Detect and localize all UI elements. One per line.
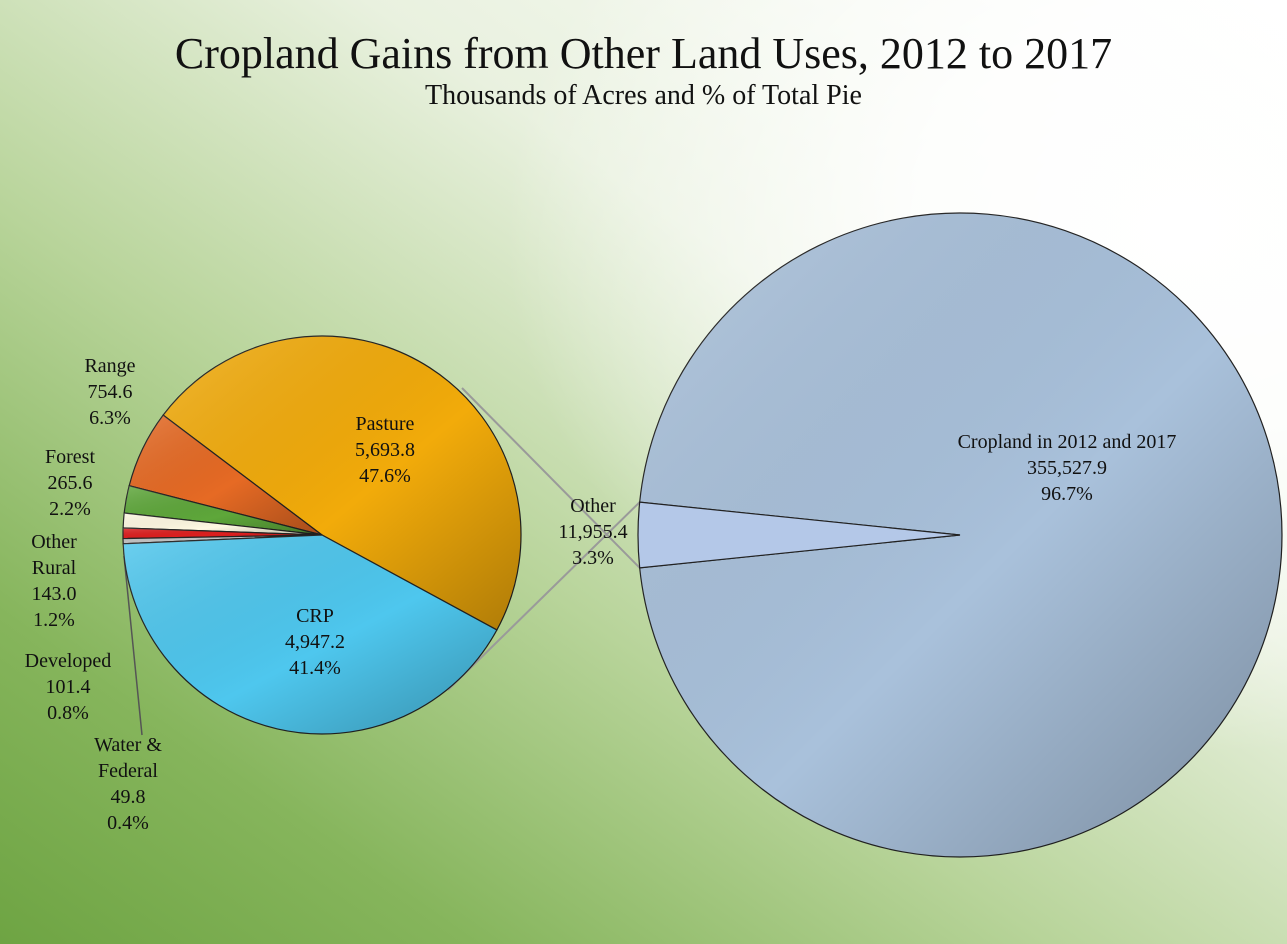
label-percent: 0.8% [47, 702, 89, 724]
connector-line-top [461, 387, 641, 569]
label-percent: 47.6% [359, 465, 411, 487]
slice-cropland-shade [639, 213, 1282, 858]
label-value: 5,693.8 [355, 439, 415, 461]
label-line: Federal [98, 760, 158, 782]
slice-label-range: Range 754.6 6.3% [60, 353, 160, 431]
connector-line-bottom [447, 501, 641, 691]
label-line: Water & [94, 734, 162, 756]
label-name: Pasture [355, 413, 415, 435]
label-value: 49.8 [110, 786, 146, 808]
label-percent: 3.3% [572, 547, 614, 569]
slice-label-developed: Developed 101.4 0.8% [8, 648, 128, 726]
label-value: 101.4 [45, 676, 91, 698]
chart-title: Cropland Gains from Other Land Uses, 201… [174, 29, 1113, 78]
slice-developed-shade [122, 527, 322, 539]
slice-other [637, 501, 961, 569]
label-name: Forest [45, 446, 95, 468]
label-percent: 96.7% [1041, 483, 1093, 505]
label-name: Cropland in 2012 and 2017 [957, 431, 1177, 453]
label-value: 143.0 [31, 583, 77, 605]
slice-label-water-federal: Water & Federal 49.8 0.4% [78, 732, 178, 836]
label-value: 11,955.4 [558, 521, 628, 543]
label-line: Rural [31, 557, 77, 579]
label-name: Developed [24, 650, 112, 672]
slice-pasture-shade [163, 336, 521, 630]
label-value: 754.6 [87, 381, 133, 403]
label-value: 265.6 [47, 472, 93, 494]
label-name: Other [570, 495, 616, 517]
label-line: Other [31, 531, 77, 553]
label-percent: 2.2% [49, 498, 91, 520]
slice-range-shade [129, 415, 322, 535]
label-percent: 6.3% [89, 407, 131, 429]
slice-forest-shade [124, 485, 323, 535]
slice-label-cropland: Cropland in 2012 and 2017 355,527.9 96.7… [917, 429, 1217, 507]
slice-crp-shade [123, 535, 497, 734]
leader-line-water-federal [123, 555, 143, 736]
label-value: 4,947.2 [285, 631, 345, 653]
chart-subtitle: Thousands of Acres and % of Total Pie [425, 80, 862, 111]
label-percent: 41.4% [289, 657, 341, 679]
slice-label-other: Other 11,955.4 3.3% [543, 493, 643, 571]
label-percent: 1.2% [33, 609, 75, 631]
label-name: Range [84, 355, 136, 377]
slice-label-pasture: Pasture 5,693.8 47.6% [320, 411, 450, 489]
label-value: 355,527.9 [1027, 457, 1107, 479]
label-percent: 0.4% [107, 812, 149, 834]
label-name: CRP [296, 605, 334, 627]
slice-label-other-rural: Other Rural 143.0 1.2% [14, 529, 94, 633]
slice-label-forest: Forest 265.6 2.2% [20, 444, 120, 522]
slice-label-crp: CRP 4,947.2 41.4% [250, 603, 380, 681]
